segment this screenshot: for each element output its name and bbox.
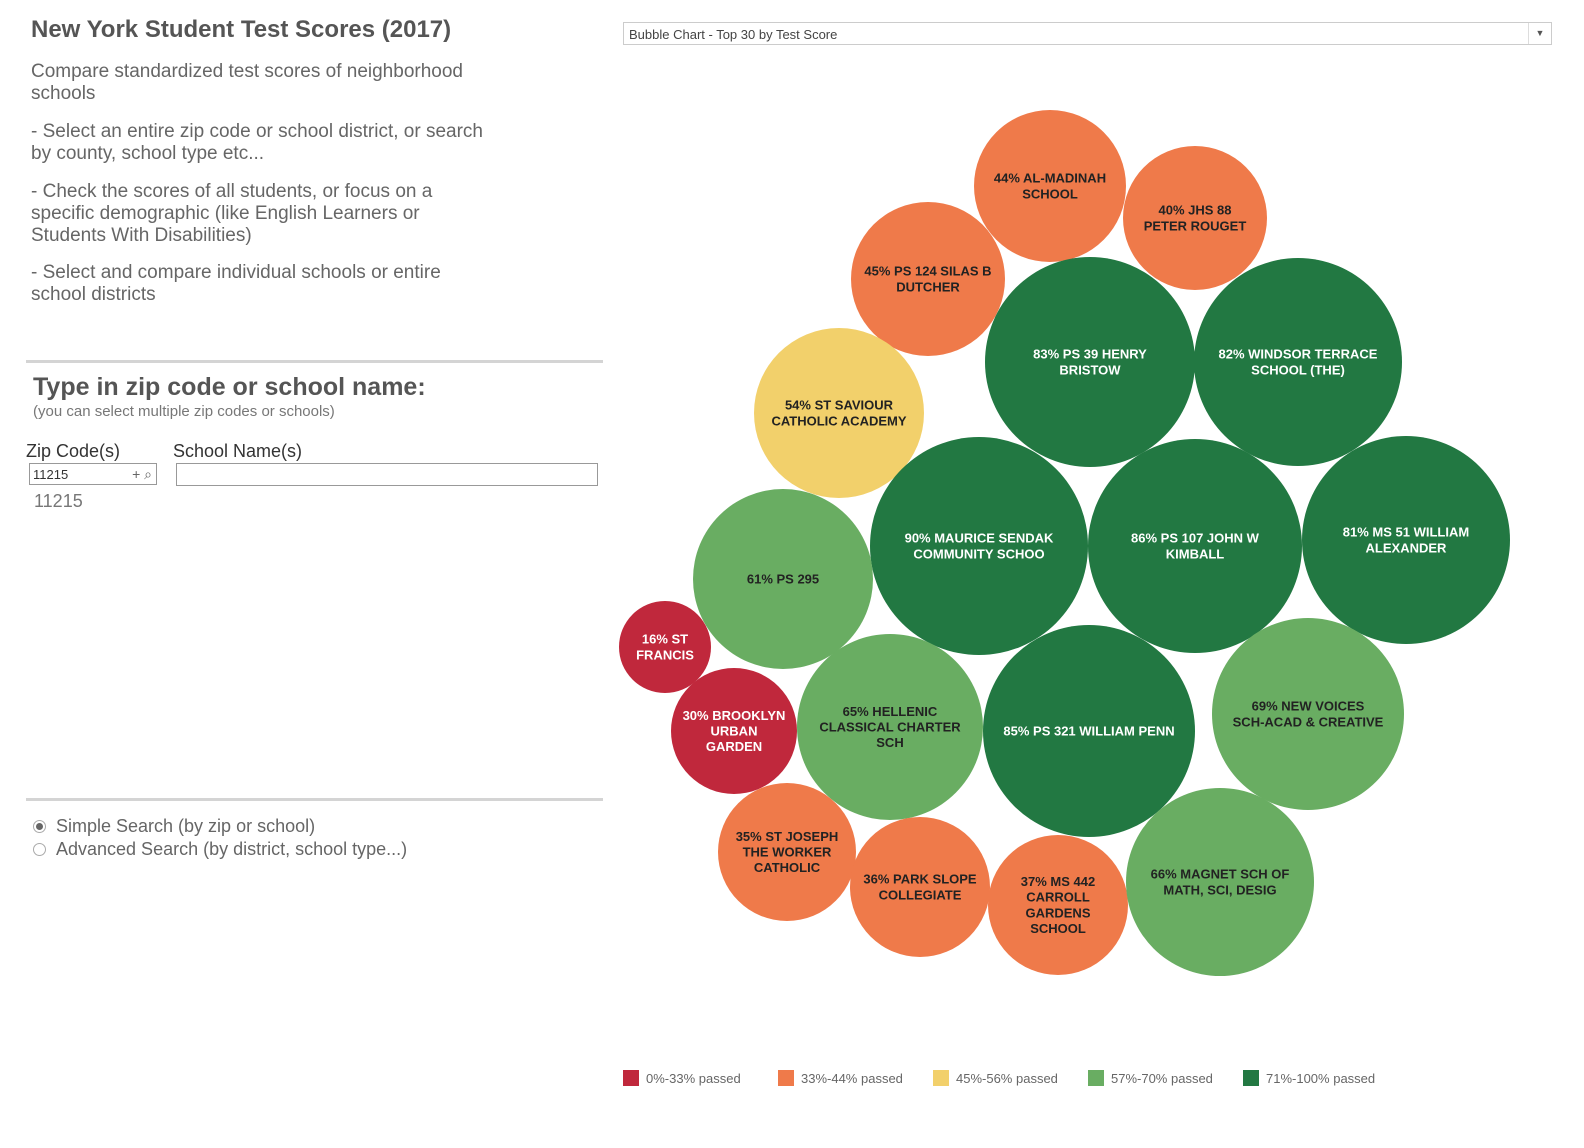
bubble[interactable]: 16% ST FRANCIS <box>619 601 711 693</box>
bubble-label: 82% WINDSOR TERRACE SCHOOL (THE) <box>1219 347 1378 378</box>
legend-label: 45%-56% passed <box>956 1070 1058 1086</box>
bubble-circle[interactable] <box>870 437 1088 655</box>
bubble[interactable]: 30% BROOKLYN URBAN GARDEN <box>671 668 797 794</box>
bubble[interactable]: 40% JHS 88 PETER ROUGET <box>1123 146 1267 290</box>
school-label: School Name(s) <box>173 441 303 461</box>
intro-text: - Select an entire zip code or school di… <box>31 121 483 164</box>
bubble-label: 69% NEW VOICES SCH-ACAD & CREATIVE <box>1233 699 1384 730</box>
legend-item: 33%-44% passed <box>778 1070 903 1086</box>
legend-item: 45%-56% passed <box>933 1070 1058 1086</box>
bubble-label: 81% MS 51 WILLIAM ALEXANDER <box>1343 525 1469 556</box>
radio-advanced-search[interactable]: Advanced Search (by district, school typ… <box>33 839 407 860</box>
view-select-value: Bubble Chart - Top 30 by Test Score <box>629 27 838 42</box>
radio-label: Advanced Search (by district, school typ… <box>56 839 408 859</box>
bubble[interactable]: 82% WINDSOR TERRACE SCHOOL (THE) <box>1194 258 1402 466</box>
radio-simple-search[interactable]: Simple Search (by zip or school) <box>33 816 315 837</box>
bubble-circle[interactable] <box>1126 788 1314 976</box>
bubble[interactable]: 81% MS 51 WILLIAM ALEXANDER <box>1302 436 1510 644</box>
bubble-label: 83% PS 39 HENRY BRISTOW <box>1033 347 1147 378</box>
bubble[interactable]: 86% PS 107 JOHN W KIMBALL <box>1088 439 1302 653</box>
bubble-label: 37% MS 442 CARROLL GARDENS SCHOOL <box>1021 874 1095 936</box>
bubble[interactable]: 61% PS 295 <box>693 489 873 669</box>
bubble-circle[interactable] <box>1088 439 1302 653</box>
bubble-label: 45% PS 124 SILAS B DUTCHER <box>864 264 991 295</box>
search-icon[interactable]: ⌕ <box>144 466 152 482</box>
bubble[interactable]: 44% AL-MADINAH SCHOOL <box>974 110 1126 262</box>
view-select[interactable]: Bubble Chart - Top 30 by Test Score ▼ <box>623 22 1552 45</box>
bubble-circle[interactable] <box>619 601 711 693</box>
search-subtitle: (you can select multiple zip codes or sc… <box>33 403 335 420</box>
zip-code-input[interactable]: 11215 + ⌕ <box>29 463 157 485</box>
legend-label: 0%-33% passed <box>646 1070 741 1086</box>
bubble-circle[interactable] <box>983 625 1195 837</box>
bubble-circle[interactable] <box>1194 258 1402 466</box>
school-name-input[interactable] <box>176 463 598 486</box>
bubble[interactable]: 36% PARK SLOPE COLLEGIATE <box>850 817 990 957</box>
legend-item: 57%-70% passed <box>1088 1070 1213 1086</box>
bubble[interactable]: 65% HELLENIC CLASSICAL CHARTER SCH <box>797 634 983 820</box>
zip-label: Zip Code(s) <box>26 441 121 461</box>
bubble-circle[interactable] <box>1123 146 1267 290</box>
bubble[interactable]: 90% MAURICE SENDAK COMMUNITY SCHOO <box>870 437 1088 655</box>
legend-item: 71%-100% passed <box>1243 1070 1375 1086</box>
legend-swatch <box>1243 1070 1259 1086</box>
bubble[interactable]: 37% MS 442 CARROLL GARDENS SCHOOL <box>988 835 1128 975</box>
legend-label: 71%-100% passed <box>1266 1070 1376 1086</box>
bubble-label: 61% PS 295 <box>747 572 819 587</box>
bubble-circle[interactable] <box>851 202 1005 356</box>
bubble-label: 35% ST JOSEPH THE WORKER CATHOLIC <box>736 829 839 875</box>
bubble-label: 44% AL-MADINAH SCHOOL <box>994 171 1106 202</box>
search-title: Type in zip code or school name: <box>33 373 426 401</box>
bubble-circle[interactable] <box>1302 436 1510 644</box>
legend-swatch <box>1088 1070 1104 1086</box>
legend-item: 0%-33% passed <box>623 1070 741 1086</box>
legend-swatch <box>623 1070 639 1086</box>
bubble-circle[interactable] <box>797 634 983 820</box>
divider <box>26 798 603 801</box>
intro-text: - Select and compare individual schools … <box>31 262 441 305</box>
bubble-label: 40% JHS 88 PETER ROUGET <box>1144 203 1247 234</box>
divider <box>26 360 603 363</box>
bubble-label: 65% HELLENIC CLASSICAL CHARTER SCH <box>819 704 961 750</box>
page-title: New York Student Test Scores (2017) <box>31 16 452 43</box>
bubble-circle[interactable] <box>718 783 856 921</box>
bubble-circle[interactable] <box>850 817 990 957</box>
legend-label: 57%-70% passed <box>1111 1070 1213 1086</box>
bubble[interactable]: 66% MAGNET SCH OF MATH, SCI, DESIG <box>1126 788 1314 976</box>
bubble-label: 85% PS 321 WILLIAM PENN <box>1003 724 1174 739</box>
add-icon[interactable]: + <box>132 466 141 482</box>
bubble[interactable]: 85% PS 321 WILLIAM PENN <box>983 625 1195 837</box>
bubble-label: 86% PS 107 JOHN W KIMBALL <box>1131 531 1260 562</box>
bubble-label: 54% ST SAVIOUR CATHOLIC ACADEMY <box>771 398 906 429</box>
bubble-circle[interactable] <box>985 257 1195 467</box>
bubble[interactable]: 45% PS 124 SILAS B DUTCHER <box>851 202 1005 356</box>
bubble-circle[interactable] <box>988 835 1128 975</box>
radio-label: Simple Search (by zip or school) <box>56 816 316 836</box>
bubble-label: 66% MAGNET SCH OF MATH, SCI, DESIG <box>1151 867 1290 898</box>
selected-zip[interactable]: 11215 <box>34 491 83 511</box>
legend-swatch <box>933 1070 949 1086</box>
zip-input-value: 11215 <box>33 467 69 482</box>
bubble-label: 30% BROOKLYN URBAN GARDEN <box>683 708 786 754</box>
bubble-circle[interactable] <box>693 489 873 669</box>
bubble[interactable]: 69% NEW VOICES SCH-ACAD & CREATIVE <box>1212 618 1404 810</box>
bubble[interactable]: 83% PS 39 HENRY BRISTOW <box>985 257 1195 467</box>
radio-unselected-icon[interactable] <box>33 843 46 856</box>
bubble-circle[interactable] <box>974 110 1126 262</box>
intro-text: - Check the scores of all students, or f… <box>31 181 433 246</box>
bubble-circle[interactable] <box>754 328 924 498</box>
legend-swatch <box>778 1070 794 1086</box>
bubble-circle[interactable] <box>671 668 797 794</box>
intro-text: Compare standardized test scores of neig… <box>31 61 463 104</box>
bubble-label: 16% ST FRANCIS <box>636 632 694 663</box>
bubble[interactable]: 35% ST JOSEPH THE WORKER CATHOLIC <box>718 783 856 921</box>
bubble[interactable]: 54% ST SAVIOUR CATHOLIC ACADEMY <box>754 328 924 498</box>
chevron-down-icon[interactable]: ▼ <box>1528 23 1551 44</box>
bubble-label: 90% MAURICE SENDAK COMMUNITY SCHOO <box>905 531 1054 562</box>
legend-label: 33%-44% passed <box>801 1070 903 1086</box>
bubble-label: 36% PARK SLOPE COLLEGIATE <box>863 872 977 903</box>
bubble-circle[interactable] <box>1212 618 1404 810</box>
radio-selected-icon[interactable] <box>33 820 46 833</box>
